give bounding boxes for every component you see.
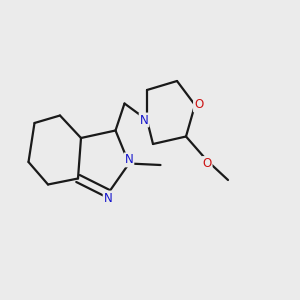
Text: N: N xyxy=(124,153,134,167)
Text: N: N xyxy=(103,191,112,205)
Text: O: O xyxy=(202,157,211,170)
Text: N: N xyxy=(140,113,148,127)
Text: O: O xyxy=(194,98,203,112)
